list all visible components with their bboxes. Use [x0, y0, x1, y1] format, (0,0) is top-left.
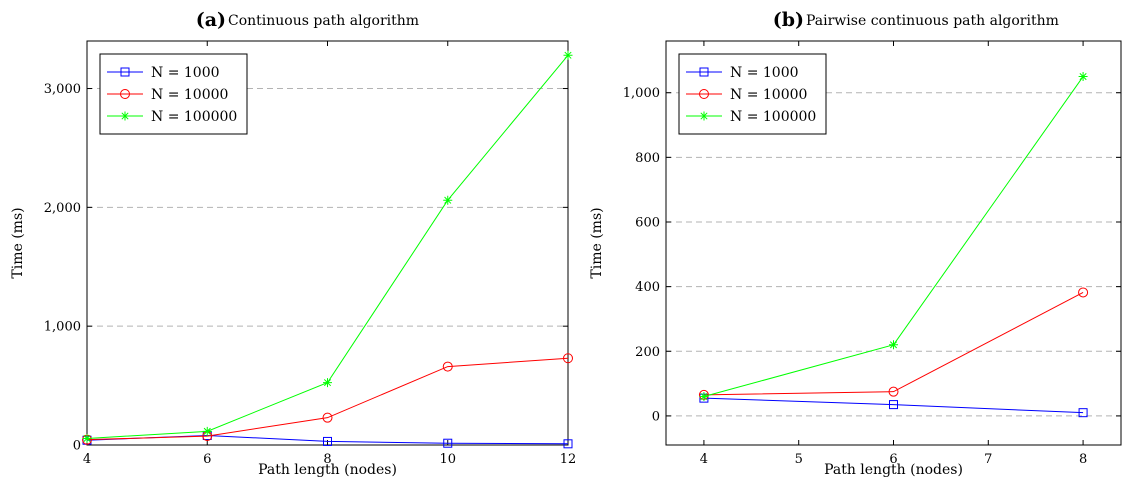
y-tick-label: 1,000 [623, 86, 660, 101]
legend-label: N = 1000 [151, 65, 220, 81]
x-tick-label: 4 [700, 452, 708, 467]
data-point [888, 386, 899, 397]
legend: N = 1000 N = 10000 N = 100000 [99, 53, 248, 135]
data-point [82, 433, 92, 443]
data-point [323, 436, 332, 446]
series-2 [82, 50, 573, 443]
y-tick-label: 0 [73, 439, 81, 454]
data-point [889, 400, 898, 410]
data-point [1078, 408, 1088, 418]
legend-label: N = 10000 [151, 87, 228, 103]
x-tick-label: 10 [439, 452, 456, 467]
legend-marker [699, 111, 709, 121]
data-point [323, 378, 332, 388]
legend-marker [699, 67, 709, 77]
data-point [1078, 287, 1089, 298]
chart-panel-b: 0 200 400 600 800 1,000 4 5 6 7 8 Path length (node… [589, 9, 1122, 478]
data-point [563, 353, 573, 364]
y-tick-label: 2,000 [44, 201, 81, 216]
x-tick-label: 12 [560, 452, 577, 467]
panel-letter: (b) [773, 9, 804, 31]
y-tick-label: 800 [635, 151, 660, 166]
legend-label: N = 100000 [730, 109, 816, 125]
y-axis-title: Time (ms) [589, 207, 605, 278]
x-tick-label: 8 [323, 452, 331, 467]
x-tick-label: 5 [795, 452, 803, 467]
chart-panel-a: 0 1,000 2,000 3,000 4 6 8 10 12 Path length (node… [10, 9, 576, 478]
legend-label: N = 10000 [730, 87, 807, 103]
data-point [322, 412, 333, 423]
y-tick-label: 0 [652, 409, 660, 424]
legend: N = 1000 N = 10000 N = 100000 [678, 53, 827, 135]
chart-title: Pairwise continuous path algorithm [806, 13, 1059, 29]
data-point [563, 50, 573, 60]
data-point [699, 392, 709, 402]
data-point [889, 340, 898, 350]
data-point [442, 361, 453, 372]
y-tick-label: 1,000 [44, 320, 81, 335]
legend-label: N = 100000 [151, 109, 237, 125]
legend-label: N = 1000 [730, 65, 799, 81]
series-1 [82, 353, 573, 445]
x-tick-label: 8 [1079, 452, 1087, 467]
y-tick-label: 600 [635, 215, 660, 230]
legend-marker [120, 111, 130, 121]
series-2 [699, 72, 1088, 402]
data-point [443, 195, 453, 205]
y-axis-title: Time (ms) [10, 207, 26, 278]
data-point [202, 426, 212, 436]
legend-marker [120, 67, 130, 77]
series-line [703, 397, 1084, 414]
chart-title: Continuous path algorithm [228, 13, 419, 29]
legend-marker [699, 89, 709, 99]
data-point [563, 439, 573, 449]
data-point [1078, 72, 1088, 82]
x-tick-label: 4 [83, 452, 91, 467]
y-tick-label: 3,000 [44, 82, 81, 97]
x-tick-label: 6 [203, 452, 211, 467]
x-tick-label: 7 [984, 452, 992, 467]
panel-letter: (a) [196, 9, 226, 31]
x-tick-label: 6 [889, 452, 897, 467]
x-axis-title: Path length (nodes) [258, 462, 397, 478]
legend-marker [120, 89, 130, 99]
y-tick-label: 400 [635, 280, 660, 295]
series-line [703, 292, 1084, 396]
series-line [86, 357, 569, 441]
x-axis-title: Path length (nodes) [824, 462, 963, 478]
y-tick-label: 200 [635, 345, 660, 360]
data-point [443, 438, 453, 448]
series-0 [699, 393, 1088, 418]
